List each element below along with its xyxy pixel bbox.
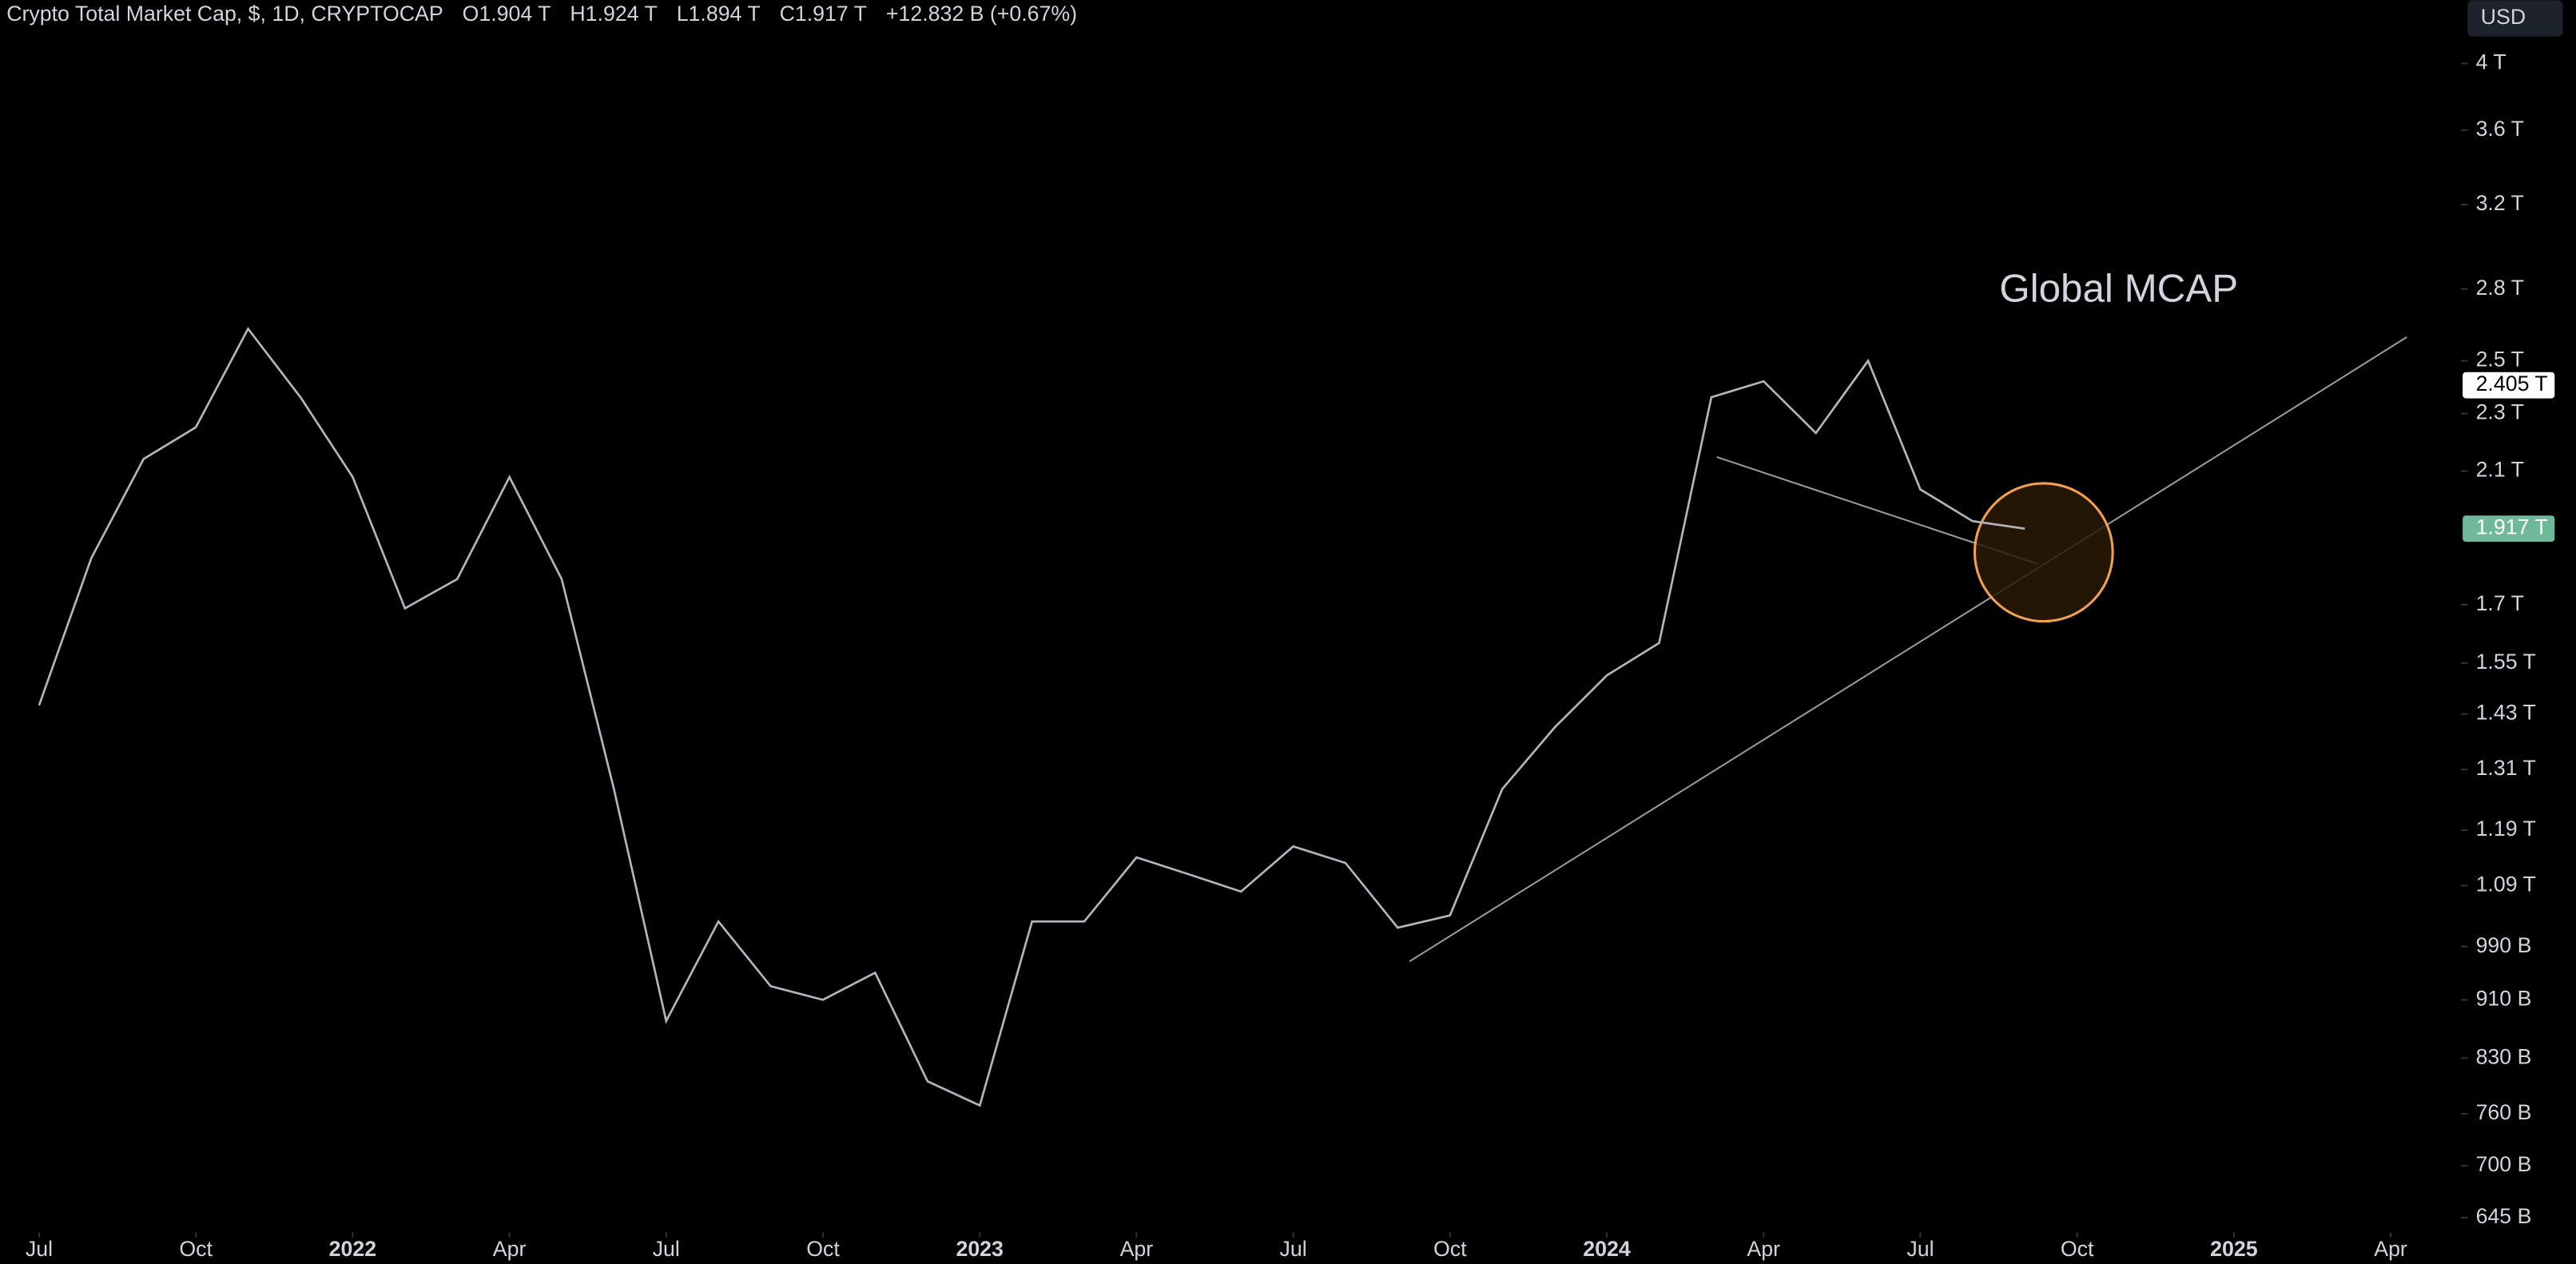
y-tick-label: 1.7 T — [2476, 591, 2524, 615]
y-tick-label: 2.8 T — [2476, 276, 2524, 300]
y-tick-label: 1.31 T — [2476, 756, 2536, 780]
price-label-box — [2463, 515, 2555, 543]
y-tick-label: 1.55 T — [2476, 650, 2536, 674]
symbol: Crypto Total Market Cap, $, 1D, CRYPTOCA… — [6, 2, 443, 26]
y-tick-label: 830 B — [2476, 1044, 2532, 1068]
x-tick-label: Jul — [653, 1237, 680, 1261]
y-tick-label: 645 B — [2476, 1204, 2532, 1228]
highlight-circle — [1973, 482, 2114, 623]
header: Crypto Total Market Cap, $, 1D, CRYPTOCA… — [6, 2, 1077, 26]
x-tick-label: Jul — [1906, 1237, 1934, 1261]
price-line — [38, 326, 2025, 1107]
x-tick-label: 2022 — [329, 1237, 376, 1261]
y-tick-label: 990 B — [2476, 933, 2532, 957]
x-tick-label: Apr — [1120, 1237, 1154, 1261]
change: +12.832 B (+0.67%) — [886, 2, 1077, 26]
x-tick-label: Oct — [2061, 1237, 2094, 1261]
x-tick-label: Oct — [806, 1237, 840, 1261]
currency[interactable]: USD — [2481, 5, 2526, 29]
x-tick-label: 2024 — [1583, 1237, 1631, 1261]
y-tick-label: 700 B — [2476, 1152, 2532, 1176]
x-tick-label: 2023 — [956, 1237, 1003, 1261]
x-tick-label: Apr — [1747, 1237, 1780, 1261]
y-tick-label: 3.2 T — [2476, 191, 2524, 215]
x-tick-label: Apr — [2374, 1237, 2407, 1261]
annotation: Global MCAP — [1999, 266, 2238, 310]
y-tick-label: 4 T — [2476, 50, 2506, 74]
low: L1.894 T — [677, 2, 761, 26]
y-tick-label: 760 B — [2476, 1100, 2532, 1124]
high: H1.924 T — [570, 2, 657, 26]
price-label: 1.917 T — [2476, 515, 2548, 539]
y-tick-label: 1.43 T — [2476, 701, 2536, 725]
open: O1.904 T — [463, 2, 551, 26]
x-tick-label: Apr — [493, 1237, 527, 1261]
x-tick-label: Oct — [179, 1237, 213, 1261]
y-tick-label: 2.3 T — [2476, 400, 2524, 424]
x-tick-label: Oct — [1433, 1237, 1467, 1261]
price-label: 2.405 T — [2476, 372, 2548, 395]
x-tick-label: Jul — [1280, 1237, 1307, 1261]
price-label-box — [2463, 372, 2555, 399]
x-tick-label: 2025 — [2210, 1237, 2258, 1261]
y-tick-label: 910 B — [2476, 987, 2532, 1011]
trend-line — [1409, 336, 2407, 963]
close: C1.917 T — [780, 2, 867, 26]
y-tick-label: 1.09 T — [2476, 872, 2536, 896]
x-tick-label: Jul — [26, 1237, 53, 1261]
y-tick-label: 2.1 T — [2476, 458, 2524, 482]
y-tick-label: 1.19 T — [2476, 817, 2536, 841]
y-tick-label: 2.5 T — [2476, 348, 2524, 372]
y-tick-label: 3.6 T — [2476, 117, 2524, 141]
currency-button[interactable] — [2467, 0, 2563, 37]
